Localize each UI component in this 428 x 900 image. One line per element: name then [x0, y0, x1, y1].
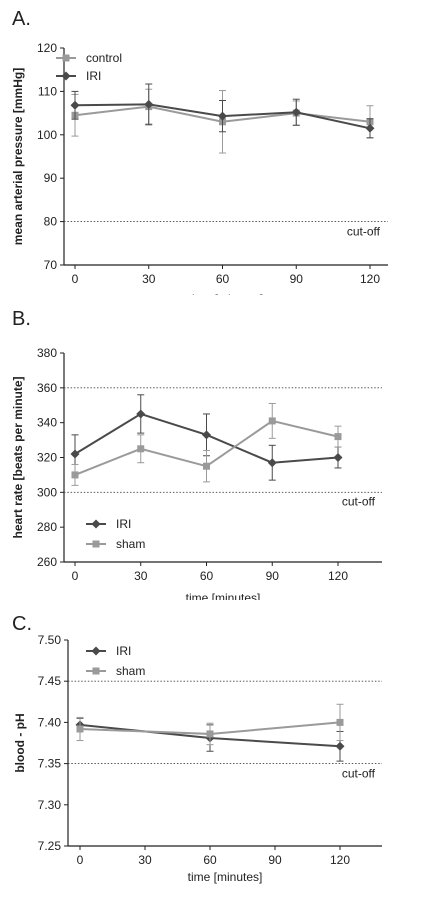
data-point: [70, 449, 80, 459]
y-tick-label: 360: [37, 381, 57, 395]
y-tick-label: 7.25: [38, 839, 62, 853]
legend-label: IRI: [86, 69, 101, 83]
y-tick-label: 280: [37, 520, 57, 534]
y-tick-label: 7.45: [38, 674, 62, 688]
legend-marker: [61, 71, 71, 81]
y-tick-label: 120: [37, 41, 57, 55]
x-tick-label: 30: [138, 853, 152, 867]
x-tick-label: 30: [134, 569, 148, 583]
y-tick-label: 90: [44, 171, 58, 185]
x-tick-label: 90: [268, 853, 282, 867]
x-axis-label: time [minutes]: [188, 870, 263, 884]
legend-label: IRI: [116, 644, 131, 658]
x-axis-label: time [minutes]: [186, 591, 261, 600]
x-tick-label: 60: [216, 272, 230, 286]
x-axis-label: time [minutes]: [189, 292, 264, 295]
data-point: [136, 409, 146, 419]
legend-marker: [92, 540, 100, 548]
y-tick-label: 110: [38, 84, 57, 98]
legend-marker: [62, 54, 70, 62]
data-point: [291, 107, 301, 117]
data-point: [268, 417, 276, 425]
heart-rate-chart: 260 280 300 320 340 360 380 0 30 60 90 120 time [min…: [11, 346, 382, 600]
y-tick-label: 7.40: [38, 715, 62, 729]
data-point: [333, 453, 343, 462]
y-tick-label: 7.35: [38, 757, 62, 771]
y-tick-label: 100: [37, 128, 57, 142]
legend-label: sham: [116, 537, 145, 551]
cutoff-label: cut-off: [342, 767, 376, 781]
y-tick-label: 300: [37, 485, 57, 499]
panel-heart-rate: B. 260 280 300 320 340 360 380 0 30 60 90 120 time […: [0, 300, 428, 600]
x-tick-label: 120: [328, 569, 348, 583]
data-point: [76, 725, 84, 733]
panel-letter-b: B.: [12, 308, 31, 330]
panel-letter-c: C.: [12, 613, 32, 635]
data-point: [70, 100, 80, 110]
y-tick-label: 380: [37, 346, 57, 360]
panel-blood-ph: C. 7.25 7.30 7.35 7.40 7.45 7.50 0 30 60 90 120 tim…: [0, 605, 428, 900]
data-point: [71, 471, 79, 479]
y-axis-label: heart rate [beats per minute]: [11, 376, 25, 538]
data-point: [335, 741, 345, 751]
y-axis-label: blood - pH: [13, 713, 27, 772]
x-tick-label: 120: [330, 853, 350, 867]
panel-mean-arterial-pressure: A. 70 80 90 100 110 120 0 30 60 90 120 time [minute…: [0, 0, 428, 295]
cutoff-label: cut-off: [347, 225, 381, 239]
panel-letter-a: A.: [12, 8, 31, 30]
data-point: [206, 730, 214, 738]
legend-marker: [91, 646, 101, 656]
data-point: [365, 123, 375, 133]
x-tick-label: 0: [77, 853, 84, 867]
y-tick-label: 340: [37, 416, 57, 430]
blood-ph-chart: 7.25 7.30 7.35 7.40 7.45 7.50 0 30 60 90 120 time […: [13, 633, 382, 884]
y-tick-label: 80: [44, 215, 58, 229]
data-point: [218, 111, 227, 121]
x-tick-label: 0: [72, 569, 79, 583]
x-tick-label: 90: [290, 272, 304, 286]
data-point: [336, 718, 344, 726]
x-tick-label: 60: [200, 569, 214, 583]
series-iri: [70, 83, 375, 139]
x-tick-label: 0: [72, 272, 79, 286]
data-point: [137, 445, 145, 453]
data-point: [202, 430, 211, 440]
y-tick-label: 320: [37, 451, 57, 465]
cutoff-label: cut-off: [342, 494, 376, 508]
x-tick-label: 60: [203, 853, 217, 867]
legend-label: IRI: [116, 517, 131, 531]
series-iri: [70, 394, 343, 481]
data-point: [203, 462, 210, 470]
legend-label: sham: [116, 664, 145, 678]
map-chart: 70 80 90 100 110 120 0 30 60 90 120 time [minutes] m…: [11, 41, 388, 295]
y-tick-label: 70: [44, 258, 58, 272]
data-point: [267, 458, 277, 468]
y-axis-label: mean arterial pressure [mmHg]: [11, 68, 25, 245]
legend-marker: [91, 519, 101, 529]
x-tick-label: 120: [360, 272, 380, 286]
legend-label: control: [86, 51, 122, 65]
y-tick-label: 7.30: [38, 798, 62, 812]
y-tick-label: 7.50: [38, 633, 62, 647]
x-tick-label: 90: [266, 569, 280, 583]
data-point: [334, 433, 342, 441]
y-tick-label: 260: [37, 555, 57, 569]
series-sham: [71, 403, 342, 486]
legend-marker: [92, 667, 100, 675]
data-point: [144, 99, 154, 109]
x-tick-label: 30: [142, 272, 156, 286]
series-sham: [76, 703, 344, 746]
